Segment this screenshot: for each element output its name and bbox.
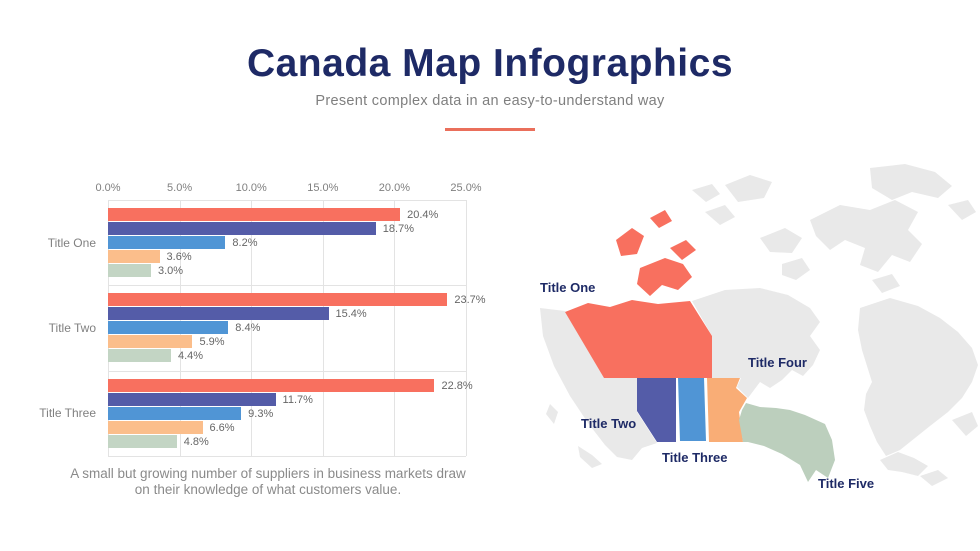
bar-value-label: 4.8% <box>183 435 209 448</box>
gridline-vertical <box>251 200 253 456</box>
bar-series-orange <box>108 335 193 349</box>
bar-series-salmon <box>108 208 401 221</box>
footer-caption-line-1: A small but growing number of suppliers … <box>70 466 466 481</box>
gridline-horizontal <box>108 370 466 372</box>
x-axis-tick: 15.0% <box>307 182 339 194</box>
gridline-horizontal <box>108 285 466 287</box>
bar-chart: 0.0% 5.0% 10.0% 15.0% 20.0% 25.0% Title One 20.… <box>32 178 487 463</box>
bar-value-label: 11.7% <box>282 393 313 406</box>
gridline-vertical <box>394 200 396 456</box>
bar-value-label: 18.7% <box>382 223 414 235</box>
bar-series-blue <box>108 321 229 335</box>
canada-map: Title One Title Two Title Three Title Fo… <box>520 160 980 505</box>
map-region-arctic-9 <box>692 184 720 202</box>
bar-series-green <box>108 349 171 363</box>
x-axis-tick: 10.0% <box>235 182 267 194</box>
map-region-coast-island-2 <box>546 404 558 424</box>
gridline-vertical <box>466 200 467 456</box>
bar-series-indigo <box>108 307 329 321</box>
map-region-baffin <box>810 200 922 272</box>
bar-series-indigo <box>108 222 376 235</box>
bar-series-blue <box>108 406 242 420</box>
bar-series-salmon <box>108 293 448 307</box>
map-region-yukon-bc <box>540 308 657 460</box>
map-region-maritimes-2 <box>920 470 948 486</box>
map-region-title-five <box>739 403 835 482</box>
map-region-title-one-island-4 <box>670 240 696 260</box>
bar-series-blue <box>108 236 226 249</box>
map-region-anticosti <box>952 412 978 436</box>
bar-value-label: 9.3% <box>248 407 274 420</box>
category-label: Title Three <box>39 406 96 421</box>
map-region-coast-island-1 <box>578 446 602 468</box>
bar-series-orange <box>108 420 203 434</box>
category-label: Title One <box>47 235 96 250</box>
map-region-maritimes-1 <box>880 452 928 476</box>
x-axis-tick: 5.0% <box>167 182 193 194</box>
bar-series-salmon <box>108 378 435 392</box>
bar-value-label: 23.7% <box>454 294 486 307</box>
title-divider <box>445 128 535 131</box>
bar-value-label: 4.4% <box>178 350 204 363</box>
map-region-arctic-8 <box>872 274 900 293</box>
bar-value-label: 5.9% <box>199 336 225 349</box>
slide-header: Canada Map Infographics Present complex … <box>0 0 980 109</box>
bar-value-label: 6.6% <box>209 421 235 434</box>
page-title: Canada Map Infographics <box>246 42 734 85</box>
bar-series-indigo <box>108 392 276 406</box>
bar-value-label: 15.4% <box>335 308 367 321</box>
map-region-title-one <box>565 300 712 378</box>
canada-map-svg <box>540 164 978 486</box>
bar-value-label: 3.0% <box>157 265 184 277</box>
map-region-arctic-4 <box>725 175 772 202</box>
bar-series-green <box>108 434 177 448</box>
x-axis-tick: 20.0% <box>378 182 410 194</box>
map-label-title-one: Title One <box>540 280 596 295</box>
bar-series-orange <box>108 250 160 263</box>
map-region-arctic-3 <box>760 228 802 253</box>
gridline-horizontal <box>108 456 466 457</box>
map-region-arctic-7 <box>948 200 976 220</box>
map-region-title-two <box>637 378 676 442</box>
bar-value-label: 20.4% <box>407 209 439 221</box>
map-base-landmass <box>540 164 978 486</box>
x-axis-tick: 0.0% <box>95 182 121 194</box>
bar-series-green <box>108 264 151 277</box>
bar-value-label: 3.6% <box>166 251 192 263</box>
map-region-title-four <box>707 378 747 442</box>
x-axis-tick: 25.0% <box>450 182 482 194</box>
footer-caption: A small but growing number of suppliers … <box>53 466 483 498</box>
bar-value-label: 8.2% <box>232 237 258 249</box>
map-region-title-one-island-3 <box>650 210 672 228</box>
map-label-title-three: Title Three <box>662 450 728 465</box>
map-region-arctic-6 <box>705 205 735 225</box>
map-region-quebec-labrador <box>858 298 978 456</box>
bar-value-label: 8.4% <box>235 322 261 335</box>
map-region-title-one-victoria-island <box>637 258 692 296</box>
map-region-title-three <box>678 378 706 441</box>
map-label-title-five: Title Five <box>818 476 875 491</box>
map-region-nunavut-mainland <box>692 288 820 398</box>
map-region-newfoundland <box>892 396 922 422</box>
map-region-arctic-5 <box>782 258 810 280</box>
gridline-vertical <box>322 200 324 456</box>
map-region-title-one-banks-island <box>616 228 644 256</box>
page-subtitle: Present complex data in an easy-to-under… <box>315 92 665 109</box>
bar-value-label: 22.8% <box>441 379 473 392</box>
map-label-title-two: Title Two <box>581 416 637 431</box>
map-region-ellesmere <box>870 164 952 200</box>
gridline-horizontal <box>108 200 466 201</box>
footer-caption-line-2: on their knowledge of what customers val… <box>134 482 402 498</box>
category-label: Title Two <box>48 321 96 335</box>
map-label-title-four: Title Four <box>748 355 807 370</box>
